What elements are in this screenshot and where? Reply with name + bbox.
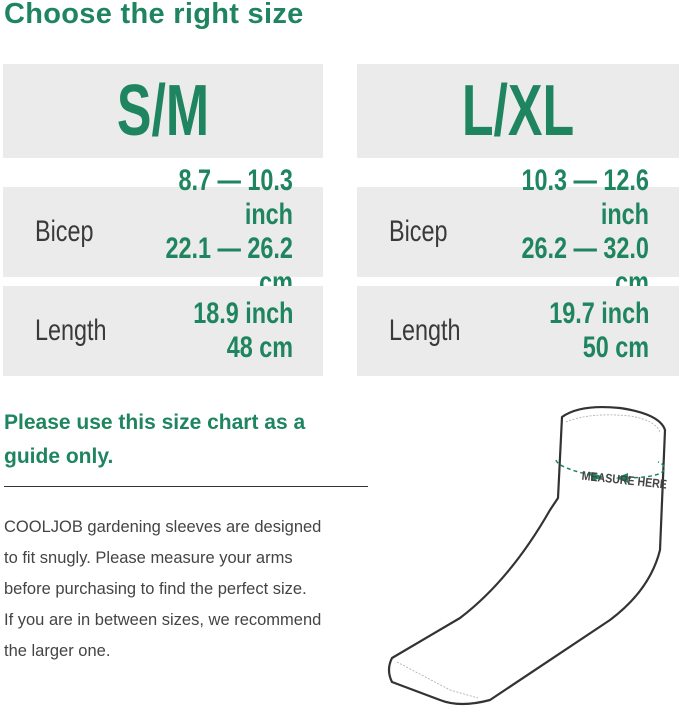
size-header-sm: S/M [3, 64, 323, 158]
page-title: Choose the right size [4, 0, 304, 30]
length-inch: 18.9 inch [192, 297, 293, 330]
bicep-row-lxl: Bicep 10.3 — 12.6 inch 26.2 — 32.0 cm [357, 164, 679, 299]
bicep-inch: 8.7 — 10.3 inch [178, 164, 293, 231]
guide-note: Please use this size chart as a guide on… [4, 411, 306, 468]
length-inch: 19.7 inch [548, 297, 649, 330]
size-name: S/M [116, 71, 210, 151]
length-row-sm: Length 18.9 inch 48 cm [3, 286, 323, 376]
length-label: Length [389, 314, 461, 347]
size-name: L/XL [461, 71, 575, 151]
length-cm: 48 cm [226, 331, 293, 364]
description-line: If you are in between sizes, we recommen… [4, 611, 322, 629]
description-line: COOLJOB gardening sleeves are designed [4, 518, 322, 536]
length-label: Length [35, 314, 107, 347]
description-line: to fit snugly. Please measure your arms [4, 549, 293, 567]
length-row-lxl: Length 19.7 inch 50 cm [357, 286, 679, 376]
bicep-label: Bicep [389, 215, 448, 248]
bicep-label: Bicep [35, 215, 94, 248]
size-header-lxl: L/XL [357, 64, 679, 158]
bicep-inch: 10.3 — 12.6 inch [521, 164, 649, 231]
bicep-row-sm: Bicep 8.7 — 10.3 inch 22.1 — 26.2 cm [3, 164, 323, 299]
divider [4, 486, 368, 487]
length-cm: 50 cm [582, 331, 649, 364]
bicep-cm: 22.1 — 26.2 cm [165, 232, 293, 299]
description: COOLJOB gardening sleeves are designed t… [4, 512, 384, 667]
description-line: before purchasing to find the perfect si… [4, 580, 307, 598]
arm-sleeve-illustration-icon: MEASURE HERE [387, 405, 668, 706]
description-line: the larger one. [4, 642, 111, 660]
